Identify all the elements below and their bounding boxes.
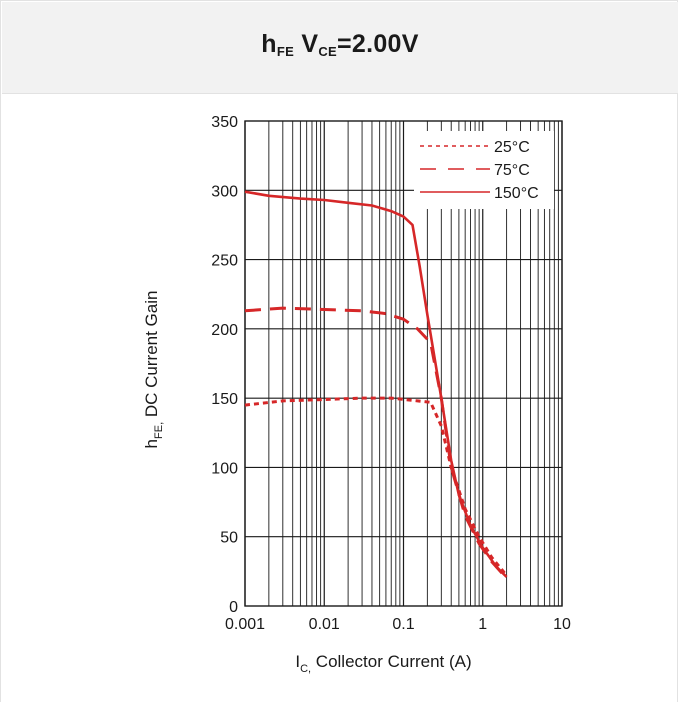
title-main: h — [261, 30, 277, 58]
x-tick-label: 1 — [478, 616, 487, 633]
y-axis-label: hFE, DC Current Gain — [142, 291, 165, 449]
legend-label: 150°C — [494, 185, 539, 202]
title-condition-sub: CE — [318, 44, 337, 59]
title-main-sub: FE — [276, 44, 295, 59]
x-axis-label-rest: Collector Current (A) — [311, 652, 472, 671]
y-axis-label-rest: DC Current Gain — [142, 291, 161, 422]
x-tick-label: 10 — [553, 616, 571, 633]
y-tick-label: 200 — [211, 322, 238, 339]
y-axis-label-sub: FE, — [153, 422, 165, 439]
y-tick-label: 300 — [211, 183, 238, 200]
x-axis-label-sub: C, — [300, 663, 311, 675]
y-tick-label: 100 — [211, 460, 238, 477]
y-tick-label: 350 — [211, 114, 238, 131]
series-line-solid — [244, 190, 508, 578]
y-tick-label: 250 — [211, 253, 238, 270]
legend-box — [414, 131, 554, 209]
x-tick-label: 0.01 — [309, 616, 340, 633]
x-tick-label: 0.1 — [392, 616, 414, 633]
legend: 25°C 75°C 150°C — [414, 131, 554, 209]
legend-label: 75°C — [494, 162, 530, 179]
y-tick-label: 0 — [229, 599, 238, 616]
x-axis-label-main: I — [295, 652, 300, 671]
title-condition-value: =2.00V — [336, 30, 419, 58]
plot-frame — [244, 120, 563, 607]
series-line-dashed — [244, 306, 508, 580]
y-tick-label: 150 — [211, 391, 238, 408]
series-line-dotted — [244, 396, 508, 577]
chart-header: hFE VCE=2.00V — [2, 2, 678, 94]
y-tick-label: 50 — [220, 530, 238, 547]
x-axis-label: IC, Collector Current (A) — [295, 652, 471, 675]
legend-label: 25°C — [494, 139, 530, 156]
title-condition: V — [301, 30, 319, 58]
y-axis-label-main: h — [142, 439, 161, 448]
x-tick-label: 0.001 — [225, 616, 265, 633]
chart-title: hFE VCE=2.00V — [2, 30, 678, 59]
